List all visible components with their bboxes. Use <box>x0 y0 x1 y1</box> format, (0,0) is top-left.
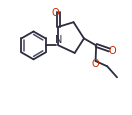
Text: O: O <box>109 46 116 56</box>
Text: N: N <box>55 34 62 44</box>
Text: O: O <box>52 8 59 18</box>
Text: O: O <box>91 59 99 69</box>
